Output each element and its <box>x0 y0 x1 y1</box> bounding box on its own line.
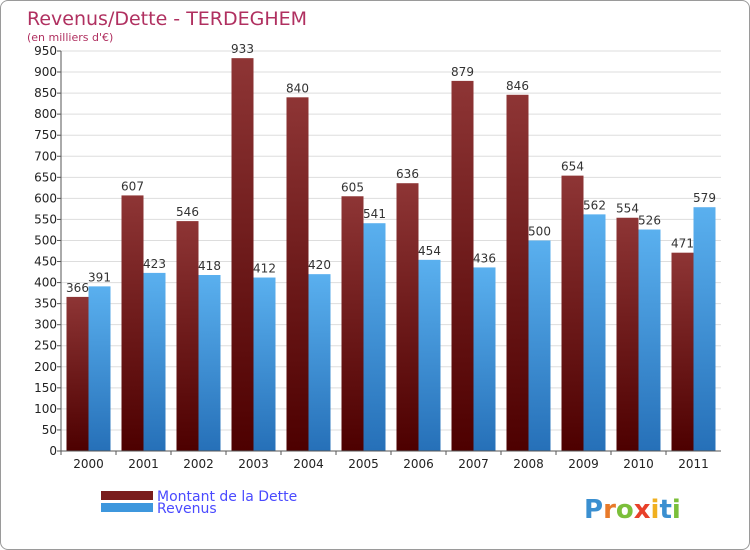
x-tick-label: 2001 <box>128 457 159 471</box>
debt-bar <box>176 221 199 451</box>
debt-bar <box>616 217 639 451</box>
x-tick-label: 2008 <box>513 457 544 471</box>
gridlines <box>61 50 721 452</box>
debt-value-label: 605 <box>341 180 364 194</box>
revenue-bar <box>363 223 386 451</box>
legend-swatch-debt <box>101 491 153 500</box>
revenue-value-label: 579 <box>693 191 716 205</box>
y-tick-label: 0 <box>49 444 57 458</box>
revenue-value-label: 541 <box>363 207 386 221</box>
debt-bar <box>286 97 309 451</box>
revenue-bar <box>473 267 496 451</box>
debt-value-label: 546 <box>176 205 199 219</box>
y-tick-label: 300 <box>34 318 57 332</box>
y-tick-label: 450 <box>34 255 57 269</box>
revenue-bar <box>583 214 606 451</box>
debt-bar <box>396 183 419 452</box>
x-tick-label: 2006 <box>403 457 434 471</box>
y-tick-label: 850 <box>34 86 57 100</box>
axes <box>60 51 721 452</box>
revenue-value-label: 562 <box>583 198 606 212</box>
legend-swatch-revenue <box>101 503 153 512</box>
chart-title: Revenus/Dette - TERDEGHEM <box>27 8 307 30</box>
y-tick-label: 400 <box>34 276 57 290</box>
x-tick-label: 2000 <box>73 457 104 471</box>
y-tick-label: 800 <box>34 107 57 121</box>
debt-bar <box>341 196 364 451</box>
revenue-value-label: 423 <box>143 257 166 271</box>
y-tick-label: 700 <box>34 149 57 163</box>
debt-value-label: 654 <box>561 160 584 174</box>
revenue-bar <box>638 229 661 451</box>
proxiti-logo: Proxiti <box>584 495 681 525</box>
debt-value-label: 933 <box>231 42 254 56</box>
y-tick-label: 750 <box>34 128 57 142</box>
revenue-value-label: 500 <box>528 224 551 238</box>
x-tick-label: 2009 <box>568 457 599 471</box>
y-tick-label: 350 <box>34 297 57 311</box>
debt-bar <box>671 252 694 451</box>
revenue-bar <box>693 207 716 451</box>
x-tick-label: 2007 <box>458 457 489 471</box>
y-tick-label: 100 <box>34 402 57 416</box>
revenue-value-label: 412 <box>253 262 276 276</box>
y-tick-label: 550 <box>34 212 57 226</box>
debt-bar <box>231 58 254 451</box>
revenue-value-label: 526 <box>638 214 661 228</box>
y-tick-label: 900 <box>34 65 57 79</box>
revenue-bar <box>253 277 276 451</box>
x-tick-label: 2010 <box>623 457 654 471</box>
debt-value-label: 607 <box>121 179 144 193</box>
debt-value-label: 840 <box>286 81 309 95</box>
legend-label-revenue: Revenus <box>157 501 217 517</box>
proxiti-logo-text: Proxiti <box>584 495 681 525</box>
revenue-value-label: 418 <box>198 259 221 273</box>
y-tick-label: 600 <box>34 191 57 205</box>
debt-bar <box>561 175 584 451</box>
y-tick-label: 150 <box>34 381 57 395</box>
chart-subtitle: (en milliers d'€) <box>27 31 113 44</box>
y-tick-label: 200 <box>34 360 57 374</box>
revenue-value-label: 454 <box>418 244 441 258</box>
revenue-value-label: 420 <box>308 258 331 272</box>
debt-bar <box>121 195 144 451</box>
legend-label-debt: Montant de la Dette <box>157 489 297 505</box>
y-tick-label: 250 <box>34 339 57 353</box>
debt-value-label: 471 <box>671 237 694 251</box>
x-axis-ticks: 2000 2001 2002 2003 2004 2005 2006 2007 2008 2009… <box>60 451 709 471</box>
revenue-bar <box>528 240 551 451</box>
x-tick-label: 2003 <box>238 457 269 471</box>
debt-value-label: 366 <box>66 281 89 295</box>
debt-bar <box>506 94 529 451</box>
debt-value-label: 636 <box>396 167 419 181</box>
x-tick-label: 2011 <box>678 457 709 471</box>
debt-value-label: 554 <box>616 202 639 216</box>
x-tick-label: 2005 <box>348 457 379 471</box>
y-tick-label: 950 <box>34 44 57 58</box>
y-tick-label: 500 <box>34 233 57 247</box>
revenue-bar <box>308 274 331 451</box>
debt-bar <box>451 80 474 451</box>
revenue-value-label: 436 <box>473 251 496 265</box>
revenue-bar <box>143 272 166 451</box>
y-axis-ticks: 0 50 100 150 200 250 300 350 400 450 500 550 600 650 7… <box>34 44 61 458</box>
revenue-bar <box>198 275 221 451</box>
revenue-value-label: 391 <box>88 270 111 284</box>
debt-bar <box>66 296 89 451</box>
debt-value-label: 879 <box>451 65 474 79</box>
x-tick-label: 2002 <box>183 457 214 471</box>
x-tick-label: 2004 <box>293 457 324 471</box>
bars <box>66 58 716 452</box>
y-tick-label: 50 <box>42 423 57 437</box>
revenue-bar <box>88 286 111 451</box>
debt-value-label: 846 <box>506 79 529 93</box>
revenue-bar <box>418 259 441 451</box>
y-tick-label: 650 <box>34 170 57 184</box>
